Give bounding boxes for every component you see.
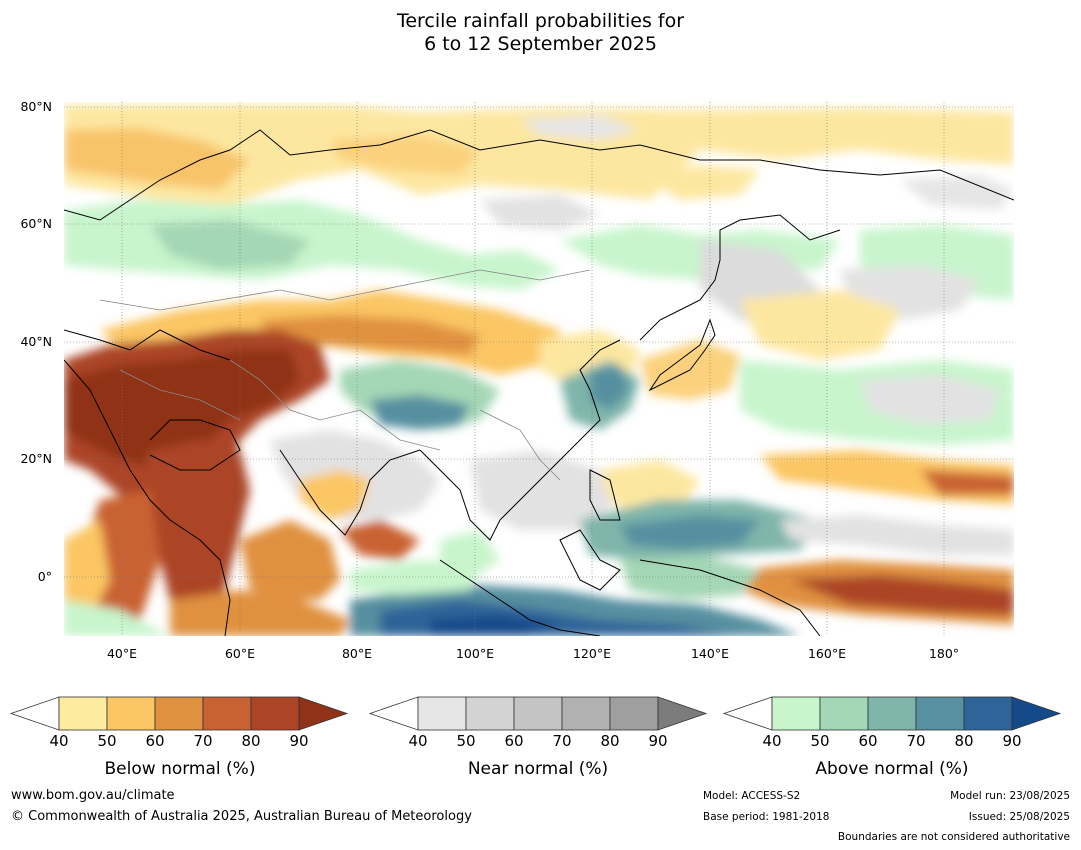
colorbar-below-tick: 50 (97, 732, 117, 750)
colorbar-near-segment (561, 696, 611, 731)
colorbar-above-tick: 80 (954, 732, 974, 750)
probability-field (64, 102, 1014, 636)
colorbar-below-high-extend (298, 696, 349, 731)
colorbar-near-tick: 60 (504, 732, 524, 750)
lon-label-60e: 60°E (224, 646, 256, 661)
colorbar-near-tick: 50 (456, 732, 476, 750)
lon-label-140e: 140°E (690, 646, 729, 661)
colorbar-below-segment (154, 696, 204, 731)
colorbar-above-segment (771, 696, 821, 731)
model-run-text: Model run: 23/08/2025 (950, 790, 1070, 802)
lat-label-20n: 20°N (20, 451, 52, 466)
colorbar-above-low-extend (722, 696, 773, 731)
colorbar-legends (9, 696, 1062, 731)
colorbar-below-segment (58, 696, 108, 731)
colorbar-near-high-extend (657, 696, 708, 731)
colorbar-near-tick: 70 (552, 732, 572, 750)
base-period-text: Base period: 1981-2018 (703, 811, 830, 823)
coastlines (64, 129, 1014, 636)
colorbar-below-tick: 90 (289, 732, 309, 750)
colorbar-near-tick: 80 (600, 732, 620, 750)
colorbar-below-segment (250, 696, 300, 731)
graticule (64, 102, 1014, 636)
issued-text: Issued: 25/08/2025 (968, 811, 1070, 823)
colorbar-below-tick: 70 (193, 732, 213, 750)
colorbar-below-segment (202, 696, 252, 731)
colorbar-above-segment (915, 696, 965, 731)
colorbar-below-tick: 60 (145, 732, 165, 750)
colorbar-above-tick: 60 (858, 732, 878, 750)
lon-label-180: 180° (928, 646, 960, 661)
colorbar-below-low-extend (9, 696, 60, 731)
country-borders (99, 269, 591, 481)
lon-label-80e: 80°E (341, 646, 373, 661)
disclaimer-text: Boundaries are not considered authoritat… (837, 831, 1070, 843)
colorbar-above-tick: 90 (1002, 732, 1022, 750)
lat-label-80n: 80°N (20, 99, 52, 114)
lat-label-60n: 60°N (20, 216, 52, 231)
model-text: Model: ACCESS-S2 (703, 790, 801, 802)
colorbar-above-high-extend (1011, 696, 1062, 731)
copyright-text: © Commonwealth of Australia 2025, Austra… (11, 809, 472, 824)
colorbar-below (9, 696, 349, 731)
website-link[interactable]: www.bom.gov.au/climate (11, 788, 175, 803)
colorbar-near-segment (465, 696, 515, 731)
lat-label-0: 0° (37, 569, 52, 584)
colorbar-near-tick: 90 (648, 732, 668, 750)
colorbar-above (722, 696, 1062, 731)
colorbar-near-segment (417, 696, 467, 731)
colorbar-title-below: Below normal (%) (104, 759, 256, 779)
lon-label-100e: 100°E (455, 646, 494, 661)
lon-label-160e: 160°E (807, 646, 846, 661)
colorbar-below-tick: 40 (49, 732, 69, 750)
title-line-1: Tercile rainfall probabilities for (396, 10, 685, 32)
map-title: Tercile rainfall probabilities for 6 to … (0, 10, 1081, 56)
lat-label-40n: 40°N (20, 334, 52, 349)
colorbar-title-near: Near normal (%) (467, 759, 609, 779)
colorbar-near-segment (609, 696, 659, 731)
colorbar-above-tick: 70 (906, 732, 926, 750)
colorbar-near-segment (513, 696, 563, 731)
colorbar-above-segment (819, 696, 869, 731)
lon-label-40e: 40°E (106, 646, 138, 661)
colorbar-near-low-extend (368, 696, 419, 731)
colorbar-above-segment (867, 696, 917, 731)
colorbar-title-above: Above normal (%) (815, 759, 969, 779)
colorbar-below-tick: 80 (241, 732, 261, 750)
colorbar-above-tick: 50 (810, 732, 830, 750)
colorbar-above-segment (963, 696, 1013, 731)
colorbar-near-tick: 40 (408, 732, 428, 750)
lon-label-120e: 120°E (572, 646, 611, 661)
colorbar-below-segment (106, 696, 156, 731)
colorbar-above-tick: 40 (762, 732, 782, 750)
colorbar-near (368, 696, 708, 731)
title-line-2: 6 to 12 September 2025 (424, 33, 657, 55)
